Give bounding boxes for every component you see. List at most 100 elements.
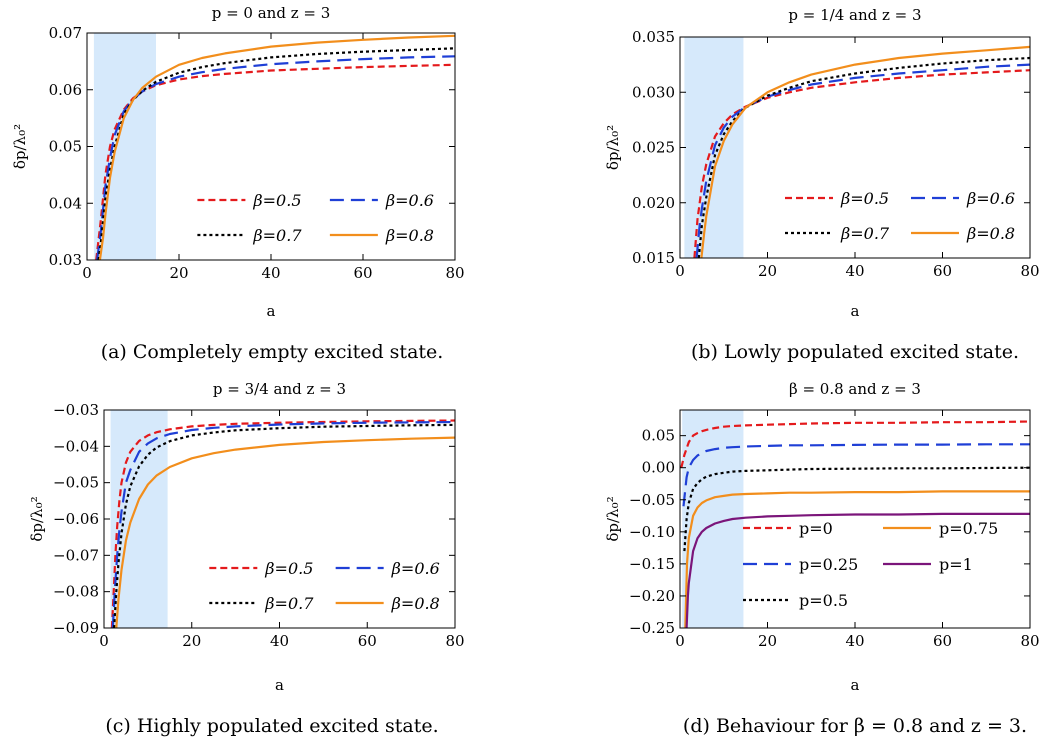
x-tick-label: 40 [270, 632, 289, 650]
series-line-3 [697, 56, 1030, 258]
panel-caption: (a) Completely empty excited state. [101, 341, 444, 363]
series-group [110, 419, 455, 628]
y-axis-label: δp/λ₀² [28, 496, 46, 541]
x-axis-label: a [267, 302, 276, 320]
x-tick-label: 80 [1020, 262, 1039, 280]
x-tick-label: 80 [445, 632, 464, 650]
series-line-2 [682, 443, 1030, 507]
x-tick-label: 60 [353, 264, 372, 282]
y-tick-label: 0.06 [49, 81, 82, 99]
x-tick-label: 0 [99, 632, 109, 650]
y-axis-label: δp/λ₀² [604, 125, 622, 170]
panel-caption: (c) Highly populated excited state. [105, 715, 438, 737]
y-tick-label: −0.06 [53, 510, 99, 528]
legend-label: β=0.7 [264, 594, 314, 613]
y-tick-label: 0.035 [632, 28, 675, 46]
legend-label: β=0.5 [252, 191, 301, 210]
x-tick-label: 20 [182, 632, 201, 650]
legend-label: β=0.6 [385, 191, 434, 210]
y-tick-label: −0.20 [629, 587, 675, 605]
x-axis-label: a [275, 676, 284, 694]
series-line-4 [684, 490, 1030, 628]
x-tick-label: 60 [933, 262, 952, 280]
x-axis-label: a [851, 676, 860, 694]
x-tick-label: 20 [758, 262, 777, 280]
chart-panel-3: 0 20 40 60 80 −0.09 −0.08 −0.07 −0.06 −0.05 −0.04 −… [28, 380, 465, 737]
x-tick-label: 40 [261, 264, 280, 282]
series-line-4 [700, 45, 1030, 258]
y-tick-label: 0.05 [49, 138, 82, 156]
chart-panel-1: 0 20 40 60 80 0.03 0.04 0.05 0.06 0.07 p = 0 and z… [11, 4, 465, 363]
series-line-2 [695, 63, 1030, 258]
y-tick-label: −0.15 [629, 555, 675, 573]
x-tick-label: 40 [845, 632, 864, 650]
legend-label: p=0.75 [939, 519, 998, 538]
chart-title: β = 0.8 and z = 3 [789, 380, 921, 398]
legend-label: β=0.8 [966, 224, 1015, 243]
series-group [680, 420, 1030, 628]
panel-caption: (d) Behaviour for β = 0.8 and z = 3. [683, 715, 1027, 737]
y-tick-label: 0.030 [632, 83, 675, 101]
legend-label: p=1 [939, 555, 973, 574]
y-tick-label: 0.00 [642, 459, 675, 477]
y-tick-label: 0.04 [49, 194, 82, 212]
chart-title: p = 1/4 and z = 3 [788, 6, 921, 24]
y-axis-label: δp/λ₀² [11, 124, 29, 169]
y-tick-label: −0.05 [53, 474, 99, 492]
legend-label: β=0.6 [966, 189, 1015, 208]
series-line-3 [113, 423, 455, 628]
series-line-2 [111, 420, 455, 628]
series-line-3 [683, 466, 1030, 552]
x-tick-label: 20 [169, 264, 188, 282]
legend: p=0 p=0.25 p=0.5 p=0.75 p=1 [743, 519, 998, 610]
y-tick-label: −0.25 [629, 619, 675, 637]
x-tick-label: 0 [82, 264, 92, 282]
legend-label: β=0.6 [391, 559, 440, 578]
legend-label: β=0.5 [264, 559, 313, 578]
series-group [693, 45, 1030, 258]
y-tick-label: 0.07 [49, 24, 82, 42]
chart-title: p = 0 and z = 3 [212, 4, 331, 22]
series-line-5 [685, 512, 1030, 628]
series-line-4 [98, 34, 455, 260]
chart-panel-2: 0 20 40 60 80 0.015 0.020 0.025 0.030 0.035 p = 1/… [604, 6, 1040, 363]
x-tick-label: 60 [933, 632, 952, 650]
legend-label: p=0.25 [799, 555, 858, 574]
legend-label: β=0.5 [840, 189, 889, 208]
y-tick-label: −0.10 [629, 523, 675, 541]
x-tick-label: 60 [358, 632, 377, 650]
y-tick-label: −0.09 [53, 619, 99, 637]
chart-panel-4: 0 20 40 60 80 −0.25 −0.20 −0.15 −0.10 −0.05 0.00 0.… [604, 380, 1040, 737]
legend-label: p=0 [799, 519, 833, 538]
y-tick-label: 0.025 [632, 139, 675, 157]
panel-caption: (b) Lowly populated excited state. [691, 341, 1019, 363]
y-tick-label: −0.03 [53, 401, 99, 419]
series-group [95, 34, 455, 260]
series-line-3 [97, 47, 455, 260]
series-line-1 [680, 420, 1030, 468]
y-axis-label: δp/λ₀² [604, 496, 622, 541]
legend-label: p=0.5 [799, 591, 848, 610]
y-tick-label: 0.015 [632, 249, 675, 267]
series-line-2 [96, 55, 455, 260]
legend: β=0.5 β=0.6 β=0.7 β=0.8 [197, 191, 434, 245]
y-tick-label: −0.05 [629, 491, 675, 509]
legend: β=0.5 β=0.6 β=0.7 β=0.8 [209, 559, 440, 613]
y-tick-label: −0.08 [53, 583, 99, 601]
x-tick-label: 80 [1020, 632, 1039, 650]
chart-title: p = 3/4 and z = 3 [213, 380, 346, 398]
legend-label: β=0.8 [385, 226, 434, 245]
legend-label: β=0.8 [391, 594, 440, 613]
legend: β=0.5 β=0.6 β=0.7 β=0.8 [785, 189, 1015, 243]
y-tick-label: −0.07 [53, 546, 99, 564]
legend-label: β=0.7 [840, 224, 890, 243]
x-tick-label: 0 [675, 632, 685, 650]
x-axis-label: a [851, 302, 860, 320]
x-tick-label: 0 [675, 262, 685, 280]
series-line-4 [115, 436, 455, 628]
series-line-1 [95, 63, 455, 260]
y-tick-label: 0.03 [49, 251, 82, 269]
x-tick-label: 80 [445, 264, 464, 282]
y-tick-label: 0.05 [642, 427, 675, 445]
